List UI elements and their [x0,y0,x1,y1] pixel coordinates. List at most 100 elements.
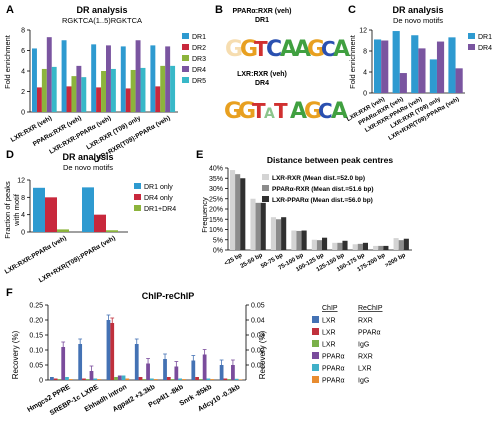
panel-c-bar [418,48,426,93]
panel-f-bar [50,377,54,380]
logo-letter: G [225,37,243,62]
panel-letter-c: C [348,4,356,16]
panel-f-legend-swatch [312,376,319,383]
panel-a-bar [106,45,111,112]
panel-a-bar [170,65,176,112]
panel-letter-f: F [6,287,13,299]
panel-d-bar [94,214,106,232]
panel-e-bar [403,238,409,250]
panel-letter-d: D [6,149,14,161]
panel-d-ylabel-line2: with motif [12,193,21,227]
panel-a-y-tick-label: 0 [21,110,25,117]
panel-d-legend-swatch [134,205,141,211]
panel-f-bar [125,378,130,380]
panel-c-bar [411,35,419,93]
panel-e-bar [230,170,236,250]
panel-d-bar [33,187,45,232]
panel-f-bar [198,379,203,380]
panel-e-bar [311,239,317,250]
panel-a-y-tick-label: 4 [21,69,25,76]
panel-e-bar [281,217,287,250]
logo-letter: A [264,106,275,122]
panel-f-bar [65,377,69,380]
panel-c-bar [455,68,463,93]
panel-a-y-tick-label: 2 [21,89,25,96]
panel-e-category-label: >200 bp [384,252,407,269]
panel-f-bar [195,377,199,380]
panel-e-legend-swatch [262,196,269,202]
panel-a-bar [66,86,72,112]
panel-e-title: Distance between peak centres [267,155,393,165]
panel-f-legend-rechip: PPARα [358,330,381,337]
panel-e-bar [332,242,338,250]
panel-f-bar [227,379,232,380]
panel-e-y-tick-label: 40% [209,166,223,173]
panel-f-bar [114,377,118,380]
panel-a-bar [120,46,126,112]
panel-e-bar [322,237,328,250]
panel-f-bar [57,379,62,380]
panel-e-bar [378,245,384,250]
panel-f-bar [68,379,73,380]
panel-f-bar [206,378,211,380]
panel-f-legend-rechip: RXR [358,318,373,325]
panel-b-title2-motif: DR4 [255,80,269,87]
panel-a-bar [91,44,97,112]
panel-a-legend-swatch [182,77,189,83]
panel-f-bar [178,378,182,380]
panel-e-bar [383,245,389,250]
panel-a-legend-label: DR3 [192,56,206,63]
panel-f-right-tick-label: 0.03 [251,333,265,340]
panel-e-bar [255,202,261,250]
panel-f-bar [231,365,235,380]
panel-e-bar [235,174,241,250]
panel-f-legend-header-rechip: ReChIP [358,305,383,312]
panel-f-bar [134,344,139,380]
panel-e-bar [373,245,379,250]
panel-a-legend-swatch [182,44,189,50]
panel-f-bar [170,379,175,380]
panel-f-bar [138,377,143,380]
logo-letter: T [274,99,288,123]
panel-d-legend-label: DR1 only [144,184,173,191]
panel-e-y-tick-label: 10% [209,227,223,234]
panel-c-y-tick-label: 4 [363,70,367,77]
panel-a-bar [155,86,161,112]
panel-c-bar [399,73,407,93]
panel-f-ylabel-right: Recovery (%) [258,330,267,379]
panel-d-ylabel-line1: Fraction of peaks [3,181,12,239]
panel-d-y-tick-label: 8 [21,195,25,202]
panel-e-bar [276,219,282,250]
panel-a-subtitle: RGKTCA(1..5)RGKTCA [62,16,142,25]
panel-f-legend-chip: LXR [322,330,336,337]
panel-e-category-label: 25-50 bp [240,252,264,270]
panel-f-bar [93,378,98,380]
panel-a-legend-label: DR2 [192,45,206,52]
panel-e-y-tick-label: 15% [209,217,223,224]
panel-a-legend-label: DR1 [192,34,206,41]
panel-a-bar [101,71,106,112]
panel-f-legend-swatch [312,340,319,347]
panel-e-legend-swatch [262,185,269,191]
panel-a-bar [125,88,131,112]
logo-letter: G [240,37,258,62]
panel-f-bar [182,379,186,380]
logo-letter: T [254,37,268,61]
panel-f-y-tick-label: 0 [39,378,43,385]
panel-f-legend-header-chip: ChIP [322,305,338,312]
panel-f-y-tick-label: 0.15 [29,333,43,340]
panel-a-legend-swatch [182,66,189,72]
panel-a-bar [130,69,136,112]
panel-f-ylabel: Recovery (%) [11,330,20,379]
panel-a-bar [32,48,37,112]
logo-letter: G [304,99,322,124]
panel-f-right-tick-label: 0.05 [251,303,265,310]
panel-letter-e: E [196,149,203,161]
panel-f-bar [117,375,122,380]
panel-c-legend-swatch [468,44,475,50]
logo-letter: A [333,37,350,62]
